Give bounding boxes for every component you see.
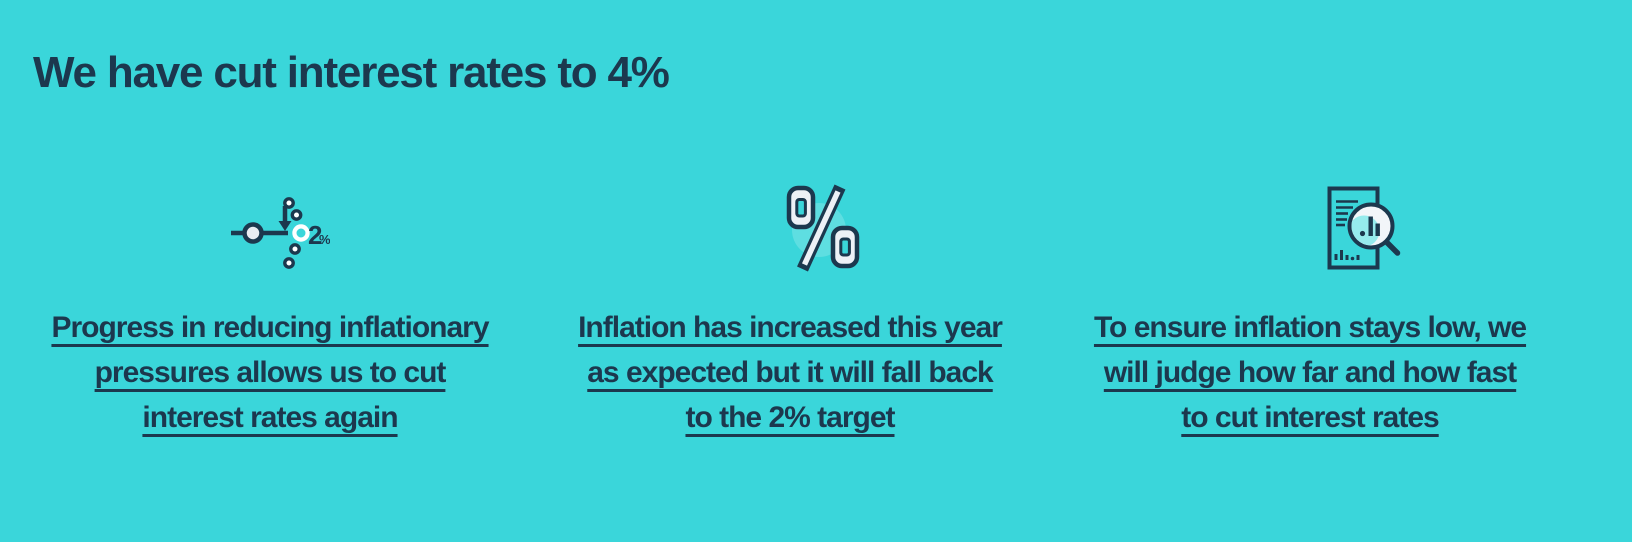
lens-crescent — [1351, 215, 1380, 246]
card-rate-cut: 2 % Progress in reducing inflationary pr… — [10, 179, 530, 440]
target-dot — [292, 224, 310, 242]
card-link-judge-rates[interactable]: To ensure inflation stays low, we will j… — [1093, 311, 1527, 434]
page-title: We have cut interest rates to 4% — [33, 48, 670, 97]
document-text-lines — [1336, 200, 1358, 227]
card-judge-rates: To ensure inflation stays low, we will j… — [1050, 179, 1570, 440]
cards-row: 2 % Progress in reducing inflationary pr… — [0, 179, 1632, 440]
current-rate-dot — [242, 222, 264, 244]
percent-icon-graphic — [786, 184, 860, 272]
card-inflation: Inflation has increased this year as exp… — [530, 179, 1050, 440]
target-value-label: 2 — [308, 220, 322, 250]
rate-cut-icon-graphic: 2 % — [231, 197, 330, 269]
document-bar-chart — [1334, 250, 1360, 261]
magnifier-handle — [1383, 239, 1401, 256]
rate-cut-to-2-percent-target-icon: 2 % — [228, 179, 330, 279]
card-link-inflation[interactable]: Inflation has increased this year as exp… — [578, 311, 1003, 434]
report-icon-graphic — [1327, 186, 1401, 270]
target-unit-label: % — [319, 232, 330, 247]
card-link-rate-cut[interactable]: Progress in reducing inflationary pressu… — [51, 311, 489, 434]
report-with-magnifier-icon — [1327, 179, 1403, 279]
percent-symbol-icon — [784, 179, 862, 279]
